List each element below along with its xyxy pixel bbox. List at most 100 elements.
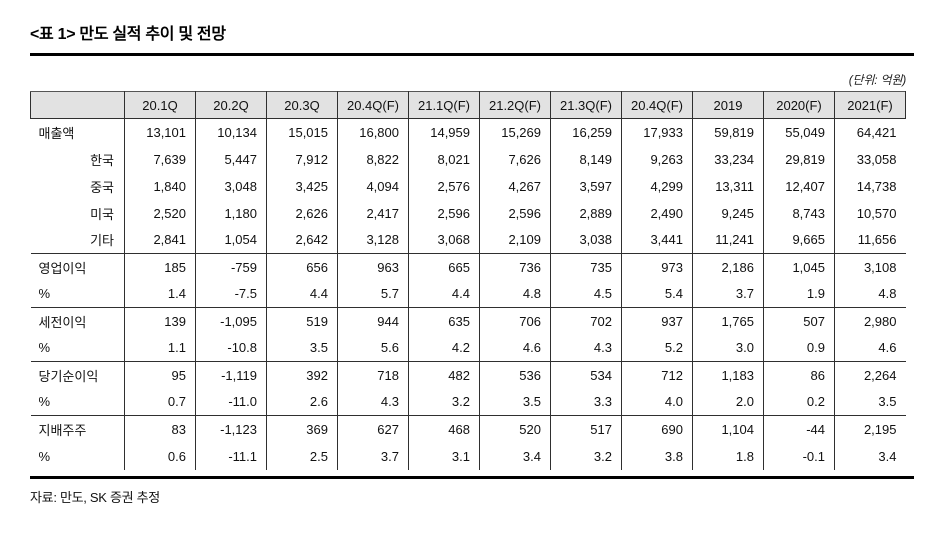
row-label: % xyxy=(38,286,51,302)
table-row: 세전이익 139 -1,095 519 944 635 706 702 937 1,765 507 2… xyxy=(30,307,906,335)
cell: 706 xyxy=(479,307,551,335)
cell: 3.8 xyxy=(621,442,693,470)
cell: 7,626 xyxy=(479,145,551,173)
report-page: <표 1> 만도 실적 추이 및 전망 (단위: 억원) 20.1Q 20.2Q 2… xyxy=(30,20,914,506)
cell: 3.4 xyxy=(479,442,551,470)
unit-note: (단위: 억원) xyxy=(848,73,906,87)
cell: 2,195 xyxy=(834,415,906,443)
cell: 4,299 xyxy=(621,172,693,200)
table-row: 지배주주 83 -1,123 369 627 468 520 517 690 1,104 -44 2,… xyxy=(30,415,906,443)
column-header: 20.1Q xyxy=(124,91,196,119)
column-header: 21.3Q(F) xyxy=(550,91,622,119)
cell: -10.8 xyxy=(195,334,267,362)
cell: -0.1 xyxy=(763,442,835,470)
cell: 0.7 xyxy=(124,388,196,416)
cell: 4.6 xyxy=(479,334,551,362)
cell: 3.5 xyxy=(479,388,551,416)
cell: 3,108 xyxy=(834,253,906,281)
cell: 7,912 xyxy=(266,145,338,173)
cell: 3,038 xyxy=(550,226,622,254)
row-label: 한국 xyxy=(90,152,114,168)
cell: 2.6 xyxy=(266,388,338,416)
cell: 33,234 xyxy=(692,145,764,173)
cell: 2,626 xyxy=(266,199,338,227)
column-header: 20.4Q(F) xyxy=(621,91,693,119)
table-row: 미국 2,520 1,180 2,626 2,417 2,596 2,596 2,889 2,4… xyxy=(31,199,906,227)
cell: 95 xyxy=(124,361,196,389)
cell: 4.5 xyxy=(550,280,622,308)
cell: 665 xyxy=(408,253,480,281)
table-row: 매출액 13,101 10,134 15,015 16,800 14,959 15,269 1… xyxy=(31,118,906,146)
cell: 3.5 xyxy=(266,334,338,362)
cell: 4.6 xyxy=(834,334,906,362)
cell: 4,094 xyxy=(337,172,409,200)
cell: 1,104 xyxy=(692,415,764,443)
cell: 507 xyxy=(763,307,835,335)
cell: 1,765 xyxy=(692,307,764,335)
table-title: <표 1> 만도 실적 추이 및 전망 xyxy=(30,26,226,43)
cell: 0.6 xyxy=(124,442,196,470)
cell: 0.2 xyxy=(763,388,835,416)
cell: 3,128 xyxy=(337,226,409,254)
column-header: 21.1Q(F) xyxy=(408,91,480,119)
cell: 937 xyxy=(621,307,693,335)
cell: 973 xyxy=(621,253,693,281)
cell: -1,095 xyxy=(195,307,267,335)
cell: 1,054 xyxy=(195,226,267,254)
cell: 5.2 xyxy=(621,334,693,362)
header-row: 20.1Q 20.2Q 20.3Q 20.4Q(F) 21.1Q(F) 21.2Q(F) 2… xyxy=(30,91,906,119)
cell: 0.9 xyxy=(763,334,835,362)
cell: 11,656 xyxy=(834,226,906,254)
table-row: 중국 1,840 3,048 3,425 4,094 2,576 4,267 3,597 4,2… xyxy=(31,172,906,200)
cell: 2,490 xyxy=(621,199,693,227)
row-label: % xyxy=(38,448,51,464)
cell: 2,576 xyxy=(408,172,480,200)
table-block: <표 1> 만도 실적 추이 및 전망 (단위: 억원) 20.1Q 20.2Q 2… xyxy=(30,20,914,506)
cell: 55,049 xyxy=(763,118,835,146)
cell: 10,570 xyxy=(834,199,906,227)
table-body: 매출액 13,101 10,134 15,015 16,800 14,959 15,269 1… xyxy=(30,118,906,470)
cell: 3.5 xyxy=(834,388,906,416)
cell: 3,068 xyxy=(408,226,480,254)
cell: 8,822 xyxy=(337,145,409,173)
cell: 16,259 xyxy=(550,118,622,146)
cell: 5.7 xyxy=(337,280,409,308)
cell: 3,597 xyxy=(550,172,622,200)
cell: 656 xyxy=(266,253,338,281)
cell: 712 xyxy=(621,361,693,389)
row-label: 지배주주 xyxy=(30,415,125,443)
cell: -11.1 xyxy=(195,442,267,470)
cell: 1,045 xyxy=(763,253,835,281)
cell: 2,841 xyxy=(124,226,196,254)
table-header: 20.1Q 20.2Q 20.3Q 20.4Q(F) 21.1Q(F) 21.2Q(F) 2… xyxy=(30,91,906,119)
cell: 3.2 xyxy=(550,442,622,470)
cell: 468 xyxy=(408,415,480,443)
cell: 534 xyxy=(550,361,622,389)
cell: 2,980 xyxy=(834,307,906,335)
cell: 4.0 xyxy=(621,388,693,416)
cell: 7,639 xyxy=(124,145,196,173)
row-label: % xyxy=(38,394,51,410)
cell: 64,421 xyxy=(834,118,906,146)
table-row: % 1.4 -7.5 4.4 5.7 4.4 4.8 4.5 5.4 3.7 1.9 4.8 xyxy=(31,280,906,308)
cell: 1,183 xyxy=(692,361,764,389)
cell: 2,186 xyxy=(692,253,764,281)
cell: 4.4 xyxy=(408,280,480,308)
cell: 8,743 xyxy=(763,199,835,227)
cell: 29,819 xyxy=(763,145,835,173)
cell: 2.0 xyxy=(692,388,764,416)
cell: 4.8 xyxy=(834,280,906,308)
cell: 15,015 xyxy=(266,118,338,146)
row-label: 미국 xyxy=(90,206,114,222)
bottom-rule xyxy=(30,475,914,479)
cell: 3.3 xyxy=(550,388,622,416)
cell: 59,819 xyxy=(692,118,764,146)
cell: 8,021 xyxy=(408,145,480,173)
table-row: 기타 2,841 1,054 2,642 3,128 3,068 2,109 3,038 3,4… xyxy=(31,226,906,254)
cell: 4.2 xyxy=(408,334,480,362)
cell: 3,048 xyxy=(195,172,267,200)
row-label: 중국 xyxy=(90,179,114,195)
cell: 12,407 xyxy=(763,172,835,200)
cell: 944 xyxy=(337,307,409,335)
column-header: 20.4Q(F) xyxy=(337,91,409,119)
